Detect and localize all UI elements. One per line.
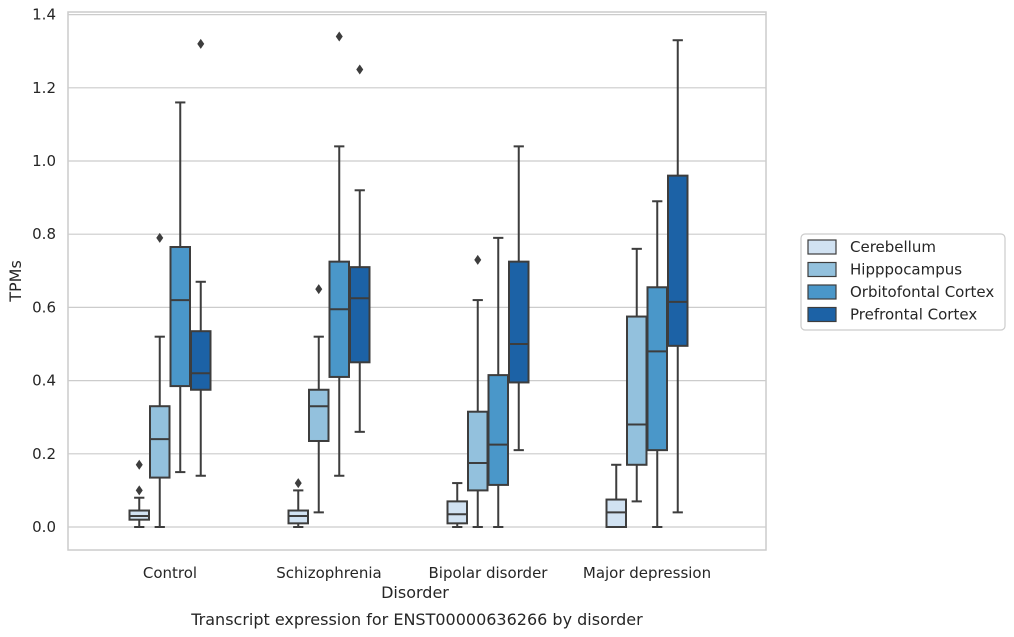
- legend-label: Prefrontal Cortex: [850, 306, 977, 324]
- outlier-point: [315, 284, 323, 295]
- outlier-point: [335, 31, 343, 42]
- iqr-box: [626, 315, 648, 466]
- y-tick-label: 0.2: [32, 445, 56, 463]
- outlier-point: [356, 64, 364, 75]
- box-prefrontal-cortex: [508, 145, 530, 452]
- x-axis-label: Disorder: [381, 583, 449, 602]
- box-groups: [128, 31, 689, 528]
- legend-label: Cerebellum: [850, 238, 936, 256]
- iqr-box: [446, 500, 468, 525]
- box-orbitofontal-cortex: [328, 31, 350, 477]
- x-tick-label: Major depression: [583, 564, 711, 582]
- legend-swatch: [807, 284, 837, 300]
- box-hipppocampus: [626, 247, 648, 503]
- outlier-point: [135, 459, 143, 470]
- x-tick-label: Schizophrenia: [276, 564, 381, 582]
- box-orbitofontal-cortex: [169, 101, 191, 474]
- y-tick-label: 1.2: [32, 79, 56, 97]
- iqr-box: [467, 410, 489, 492]
- outlier-point: [474, 254, 482, 265]
- outlier-point: [135, 485, 143, 496]
- figure-caption: Transcript expression for ENST0000063626…: [190, 610, 643, 629]
- iqr-box: [349, 266, 371, 364]
- legend: Cerebellum Hipppocampus Orbitofontal Corte…: [800, 233, 1006, 331]
- x-tick-label: Control: [143, 564, 197, 582]
- y-tick-label: 0.0: [32, 518, 56, 536]
- iqr-box: [667, 174, 689, 347]
- box-hipppocampus: [308, 284, 330, 514]
- legend-frame: [800, 233, 1006, 331]
- x-tick-label: Bipolar disorder: [429, 564, 549, 582]
- y-tick-label: 0.8: [32, 225, 56, 243]
- y-tick-label: 0.6: [32, 298, 56, 316]
- box-cerebellum: [128, 459, 150, 528]
- y-tick-label: 1.4: [32, 6, 56, 24]
- outlier-point: [156, 232, 164, 243]
- box-cerebellum: [446, 482, 468, 528]
- box-hipppocampus: [149, 232, 171, 528]
- y-tick-label: 1.0: [32, 152, 56, 170]
- box-cerebellum: [287, 478, 309, 528]
- legend-swatch: [807, 261, 837, 278]
- x-tick-labels: Control Schizophrenia Bipolar disorder Majo…: [143, 564, 711, 582]
- box-orbitofontal-cortex: [487, 236, 509, 528]
- box-prefrontal-cortex: [349, 64, 371, 433]
- outlier-point: [197, 38, 205, 49]
- legend-label: Orbitofontal Cortex: [850, 283, 994, 301]
- y-tick-label: 0.4: [32, 372, 56, 390]
- iqr-box: [487, 374, 509, 486]
- legend-label: Hipppocampus: [850, 261, 962, 279]
- box-prefrontal-cortex: [190, 38, 212, 477]
- legend-swatch: [807, 239, 837, 255]
- outlier-point: [294, 478, 302, 489]
- iqr-box: [149, 405, 171, 479]
- box-hipppocampus: [467, 254, 489, 528]
- iqr-box: [646, 286, 668, 452]
- box-prefrontal-cortex: [667, 39, 689, 514]
- plot-frame: [67, 11, 767, 551]
- legend-swatch: [807, 306, 837, 323]
- iqr-box: [190, 330, 212, 391]
- y-tick-labels: 0.0 0.2 0.4 0.6 0.8 1.0 1.2 1.4: [32, 6, 56, 536]
- iqr-box: [508, 260, 530, 384]
- y-axis-label: TPMs: [6, 260, 25, 303]
- iqr-box: [328, 260, 350, 378]
- iqr-box: [169, 246, 191, 388]
- iqr-box: [308, 388, 330, 442]
- box-cerebellum: [605, 463, 627, 528]
- box-orbitofontal-cortex: [646, 200, 668, 528]
